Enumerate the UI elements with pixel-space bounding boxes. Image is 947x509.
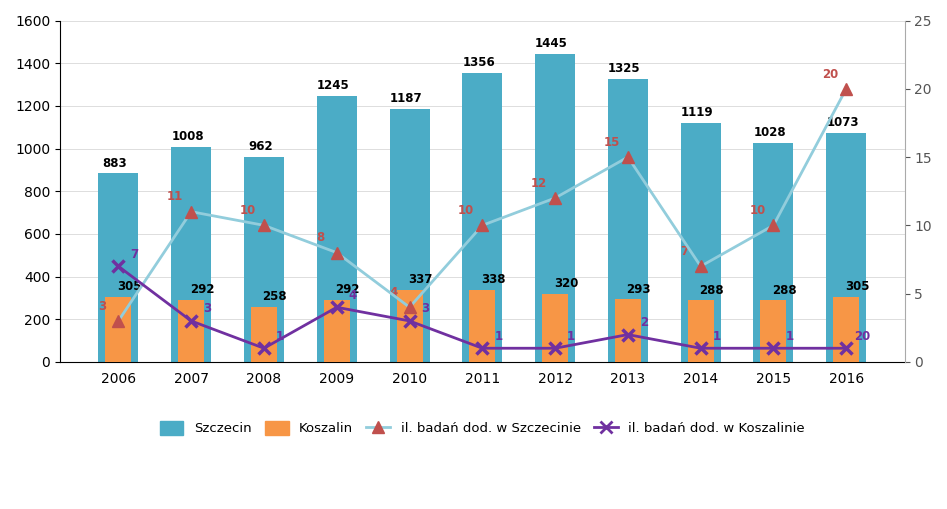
Text: 305: 305 <box>117 280 141 293</box>
il. badań dod. w Szczecinie <box>695 263 706 269</box>
Text: 1008: 1008 <box>171 130 204 143</box>
il. badań dod. w Koszalinie <box>259 345 270 351</box>
il. badań dod. w Koszalinie <box>768 345 779 351</box>
Text: 883: 883 <box>102 157 127 169</box>
Bar <box>244 157 284 362</box>
Text: 2: 2 <box>640 316 648 329</box>
il. badań dod. w Szczecinie <box>186 209 197 215</box>
Bar <box>688 300 714 362</box>
Text: 1: 1 <box>713 330 721 343</box>
Text: 3: 3 <box>98 300 106 313</box>
Text: 1119: 1119 <box>681 106 713 119</box>
Text: 292: 292 <box>189 282 214 296</box>
Text: 288: 288 <box>772 284 796 297</box>
Text: 11: 11 <box>167 190 184 204</box>
il. badań dod. w Szczecinie <box>331 249 343 256</box>
Bar <box>535 53 575 362</box>
Bar <box>397 290 422 362</box>
Text: 292: 292 <box>335 282 360 296</box>
Bar <box>754 143 794 362</box>
Text: 1445: 1445 <box>535 37 568 50</box>
Bar <box>324 300 349 362</box>
Text: 15: 15 <box>603 136 620 149</box>
Text: 1: 1 <box>785 330 794 343</box>
il. badań dod. w Koszalinie <box>695 345 706 351</box>
il. badań dod. w Szczecinie <box>768 222 779 229</box>
il. badań dod. w Koszalinie <box>476 345 488 351</box>
Bar <box>98 174 138 362</box>
il. badań dod. w Szczecinie <box>549 195 561 201</box>
il. badań dod. w Koszalinie <box>841 345 852 351</box>
il. badań dod. w Koszalinie <box>403 318 415 324</box>
Bar <box>542 294 568 362</box>
il. badań dod. w Szczecinie <box>622 154 634 160</box>
Bar <box>178 300 205 362</box>
Text: 1245: 1245 <box>316 79 349 93</box>
Text: 10: 10 <box>458 204 474 217</box>
Text: 10: 10 <box>240 204 256 217</box>
Text: 1187: 1187 <box>389 92 422 105</box>
Text: 10: 10 <box>749 204 765 217</box>
Legend: Szczecin, Koszalin, il. badań dod. w Szczecinie, il. badań dod. w Koszalinie: Szczecin, Koszalin, il. badań dod. w Szc… <box>154 416 811 441</box>
Bar <box>833 297 859 362</box>
Text: 1: 1 <box>567 330 575 343</box>
Bar <box>462 73 502 362</box>
Bar <box>608 79 648 362</box>
Text: 962: 962 <box>248 140 273 153</box>
Text: 288: 288 <box>699 284 724 297</box>
Bar <box>105 297 132 362</box>
Text: 3: 3 <box>203 302 211 316</box>
Bar <box>470 290 495 362</box>
Text: 1356: 1356 <box>462 55 495 69</box>
il. badań dod. w Szczecinie <box>841 86 852 92</box>
Text: 338: 338 <box>481 273 506 286</box>
Text: 7: 7 <box>131 248 138 261</box>
il. badań dod. w Koszalinie <box>331 304 343 310</box>
Text: 4: 4 <box>389 286 398 299</box>
Text: 4: 4 <box>348 289 357 302</box>
Text: 258: 258 <box>262 290 287 303</box>
Text: 337: 337 <box>408 273 433 286</box>
Bar <box>760 300 786 362</box>
Text: 1325: 1325 <box>608 62 640 75</box>
Text: 20: 20 <box>854 330 870 343</box>
Text: 3: 3 <box>421 302 430 316</box>
Text: 1: 1 <box>276 330 284 343</box>
il. badań dod. w Szczecinie <box>113 318 124 324</box>
Text: 320: 320 <box>554 277 579 290</box>
il. badań dod. w Koszalinie <box>549 345 561 351</box>
Line: il. badań dod. w Szczecinie: il. badań dod. w Szczecinie <box>112 82 852 327</box>
Bar <box>681 123 721 362</box>
Text: 12: 12 <box>531 177 547 190</box>
il. badań dod. w Szczecinie <box>476 222 488 229</box>
Bar <box>615 299 641 362</box>
Text: 1028: 1028 <box>754 126 786 139</box>
Bar <box>251 307 277 362</box>
il. badań dod. w Szczecinie <box>403 304 415 310</box>
il. badań dod. w Szczecinie <box>259 222 270 229</box>
Text: 305: 305 <box>845 280 869 293</box>
Text: 8: 8 <box>316 232 325 244</box>
Text: 1: 1 <box>494 330 503 343</box>
Text: 7: 7 <box>681 245 688 258</box>
il. badań dod. w Koszalinie <box>186 318 197 324</box>
Bar <box>316 96 357 362</box>
Text: 20: 20 <box>822 68 838 80</box>
il. badań dod. w Koszalinie <box>622 331 634 337</box>
Bar <box>389 108 430 362</box>
Bar <box>171 147 211 362</box>
Text: 293: 293 <box>627 282 651 296</box>
Line: il. badań dod. w Koszalinie: il. badań dod. w Koszalinie <box>112 260 852 354</box>
il. badań dod. w Koszalinie <box>113 263 124 269</box>
Text: 1073: 1073 <box>827 116 859 129</box>
Bar <box>826 133 867 362</box>
